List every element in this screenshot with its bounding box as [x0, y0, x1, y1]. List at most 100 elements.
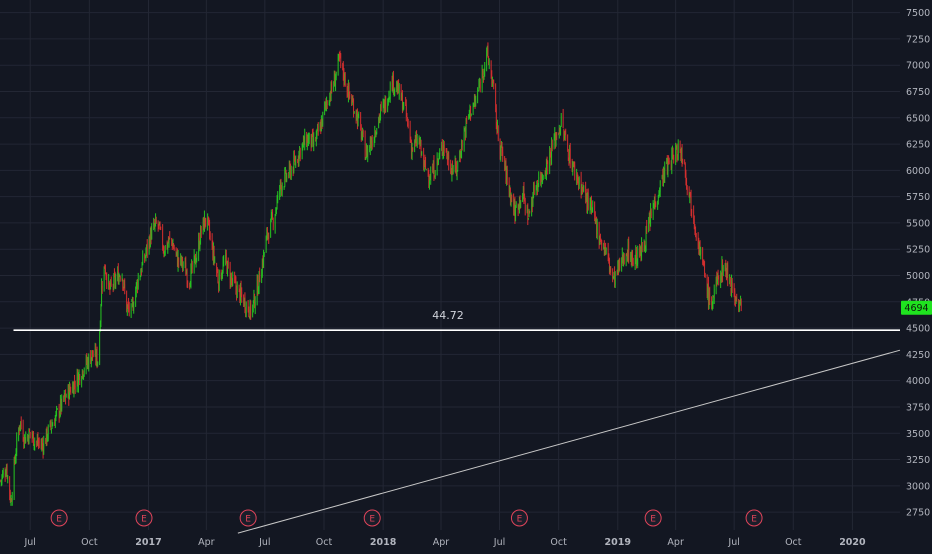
candle-body: [612, 271, 614, 278]
candle-body: [459, 154, 461, 162]
candle: [157, 220, 159, 232]
candle: [247, 300, 249, 313]
candle-body: [634, 259, 636, 265]
candle: [113, 268, 115, 278]
candle: [430, 166, 432, 185]
candle-body: [536, 184, 538, 186]
earnings-marker[interactable]: E: [745, 509, 763, 527]
candle: [398, 83, 400, 100]
candle-body: [213, 248, 214, 261]
candle-body: [684, 161, 686, 164]
candle: [397, 81, 399, 94]
candle-body: [520, 201, 522, 202]
candle-body: [384, 99, 385, 112]
candle-body: [316, 129, 318, 135]
candle: [271, 212, 273, 220]
candle: [387, 98, 389, 113]
candle-body: [177, 256, 179, 267]
candle-body: [734, 290, 736, 301]
earnings-marker[interactable]: E: [363, 509, 381, 527]
candle-body: [355, 110, 357, 118]
candle-body: [88, 354, 90, 367]
candle-body: [277, 193, 279, 201]
candle: [160, 226, 162, 231]
candle: [645, 225, 647, 252]
candle-body: [316, 134, 317, 141]
candle: [448, 151, 450, 171]
candle-body: [195, 254, 196, 265]
candle: [452, 160, 454, 175]
candle: [504, 160, 506, 171]
candle-body: [698, 243, 700, 252]
candle-body: [380, 106, 382, 108]
candle-body: [155, 218, 156, 224]
candle-body: [27, 435, 29, 439]
candle: [13, 456, 15, 501]
y-tick-label: 7250: [906, 34, 930, 45]
candle-body: [397, 86, 398, 94]
candle-body: [524, 200, 526, 211]
earnings-marker[interactable]: E: [50, 509, 68, 527]
candle: [617, 260, 619, 276]
candle: [135, 286, 137, 307]
candle: [461, 139, 463, 151]
candle-body: [362, 130, 364, 135]
candle: [605, 242, 607, 255]
candle-body: [284, 172, 286, 186]
candle: [2, 467, 4, 478]
candle-body: [339, 55, 341, 56]
candle: [321, 118, 323, 129]
candle: [419, 136, 421, 147]
candle-body: [436, 157, 438, 172]
earnings-marker-label: E: [245, 515, 251, 525]
candle: [698, 237, 700, 255]
candle-body: [281, 185, 283, 192]
candle-body: [281, 185, 282, 192]
candle: [226, 260, 228, 274]
candle-body: [680, 150, 682, 157]
candle-body: [46, 428, 47, 444]
candle-body: [702, 247, 704, 264]
y-tick-label: 6500: [906, 113, 930, 124]
candle: [684, 159, 686, 165]
candle: [618, 258, 620, 273]
candle: [464, 127, 466, 132]
y-tick-label: 5250: [906, 245, 930, 256]
candle-body: [297, 160, 299, 162]
candle-body: [326, 101, 328, 106]
candle-body: [545, 173, 547, 175]
candle-body: [325, 102, 327, 104]
candle: [137, 278, 139, 294]
candle: [500, 141, 502, 148]
candle: [159, 221, 161, 231]
candle-body: [470, 113, 472, 116]
earnings-marker[interactable]: E: [644, 509, 662, 527]
candle: [207, 213, 209, 231]
earnings-marker[interactable]: E: [510, 509, 528, 527]
candle-body: [424, 159, 426, 162]
candle-body: [649, 217, 650, 222]
candle: [370, 135, 372, 149]
candle: [704, 272, 706, 278]
candle-body: [738, 300, 740, 311]
candle: [279, 179, 281, 197]
candle-body: [509, 188, 511, 194]
candle: [367, 145, 369, 163]
candle: [411, 142, 413, 161]
candle-body: [605, 248, 606, 251]
candle: [621, 257, 623, 272]
earnings-marker[interactable]: E: [239, 509, 257, 527]
candle-body: [643, 244, 645, 252]
candle: [535, 185, 537, 196]
candle: [605, 247, 607, 255]
candle: [316, 128, 318, 140]
trend-line[interactable]: [237, 349, 901, 534]
earnings-marker-label: E: [751, 515, 757, 525]
candle: [583, 185, 585, 193]
candle: [308, 132, 310, 144]
candle-body: [29, 431, 31, 434]
y-tick-label: 3500: [906, 429, 930, 440]
earnings-marker[interactable]: E: [135, 509, 153, 527]
